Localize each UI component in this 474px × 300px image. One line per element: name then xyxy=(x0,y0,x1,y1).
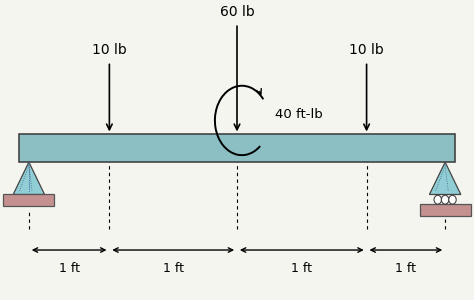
Text: 1 ft: 1 ft xyxy=(395,262,416,275)
Polygon shape xyxy=(429,162,461,194)
Polygon shape xyxy=(13,162,45,194)
Bar xyxy=(19,134,455,162)
Text: 1 ft: 1 ft xyxy=(59,262,80,275)
Text: 10 lb: 10 lb xyxy=(92,43,127,57)
Circle shape xyxy=(441,195,449,204)
Text: 40 ft-lb: 40 ft-lb xyxy=(275,108,322,121)
Bar xyxy=(419,204,471,216)
Text: 60 lb: 60 lb xyxy=(219,5,255,19)
Text: 1 ft: 1 ft xyxy=(292,262,312,275)
Text: 1 ft: 1 ft xyxy=(163,262,184,275)
Circle shape xyxy=(449,195,456,204)
Bar xyxy=(3,194,55,206)
Text: 10 lb: 10 lb xyxy=(349,43,384,57)
Circle shape xyxy=(434,195,441,204)
